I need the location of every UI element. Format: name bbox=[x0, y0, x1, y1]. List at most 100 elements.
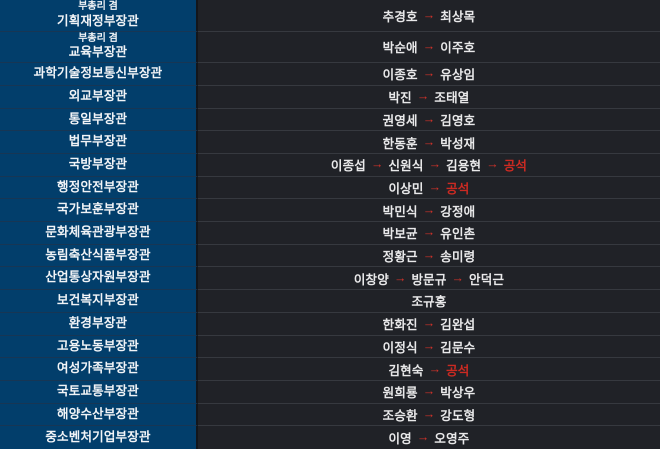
minister-name: 박순애 bbox=[382, 41, 418, 56]
minister-name: 박성재 bbox=[440, 136, 476, 151]
ministry-name: 보건복지부장관 bbox=[57, 293, 139, 308]
ministry-cell: 외교부장관 bbox=[0, 85, 198, 109]
table-row: 부총리 겸 교육부장관 박순애 → 이주호 bbox=[0, 31, 660, 64]
minister-name: 한동훈 bbox=[382, 136, 418, 151]
succession-cell: 추경호 → 최상목 bbox=[198, 0, 660, 32]
ministry-cell: 고용노동부장관 bbox=[0, 335, 198, 359]
minister-name: 박상우 bbox=[440, 386, 476, 401]
ministry-name: 법무부장관 bbox=[68, 134, 128, 149]
succession-cell: 이종호 → 유상임 bbox=[198, 63, 660, 86]
ministry-prefix: 부총리 겸 bbox=[78, 1, 118, 13]
vacant-label: 공석 bbox=[503, 159, 528, 174]
succession-cell: 김현숙 → 공석 bbox=[198, 358, 660, 381]
succession-cell: 이정식 → 김문수 bbox=[198, 335, 660, 359]
table-row: 환경부장관 한화진 → 김완섭 bbox=[0, 312, 660, 336]
ministry-cell: 여성가족부장관 bbox=[0, 358, 198, 381]
succession-cell: 한동훈 → 박성재 bbox=[198, 131, 660, 154]
succession-cell: 이종섭 → 신원식 → 김용현 → 공석 bbox=[198, 153, 660, 177]
table-row: 보건복지부장관 조규홍 bbox=[0, 290, 660, 313]
ministry-name: 기획재정부장관 bbox=[57, 13, 139, 28]
minister-name: 이종섭 bbox=[330, 159, 366, 174]
arrow-right-icon: → bbox=[422, 406, 436, 421]
arrow-right-icon: → bbox=[422, 66, 436, 81]
arrow-right-icon: → bbox=[422, 202, 436, 217]
table-row: 농림축산식품부장관 정황근 → 송미령 bbox=[0, 244, 660, 268]
succession-cell: 박순애 → 이주호 bbox=[198, 31, 660, 64]
minister-name: 김영호 bbox=[440, 113, 476, 128]
minister-name: 유인촌 bbox=[440, 227, 476, 242]
minister-name: 최상목 bbox=[440, 9, 476, 24]
minister-name: 한화진 bbox=[382, 318, 418, 333]
ministry-cell: 중소벤처기업부장관 bbox=[0, 426, 198, 449]
ministry-name: 외교부장관 bbox=[68, 88, 128, 103]
ministry-cell: 법무부장관 bbox=[0, 131, 198, 154]
minister-name: 이정식 bbox=[382, 340, 418, 355]
minister-name: 박민식 bbox=[382, 204, 418, 219]
table-row: 국방부장관 이종섭 → 신원식 → 김용현 → 공석 bbox=[0, 153, 660, 177]
arrow-right-icon: → bbox=[422, 225, 436, 240]
ministry-name: 행정안전부장관 bbox=[57, 179, 139, 194]
ministry-name: 문화체육관광부장관 bbox=[45, 225, 151, 240]
minister-name: 박보균 bbox=[382, 227, 418, 242]
arrow-right-icon: → bbox=[422, 134, 436, 149]
table-row: 부총리 겸 기획재정부장관 추경호 → 최상목 bbox=[0, 0, 660, 32]
arrow-right-icon: → bbox=[422, 384, 436, 399]
vacant-label: 공석 bbox=[446, 181, 470, 196]
arrow-right-icon: → bbox=[416, 430, 430, 445]
minister-name: 조규홍 bbox=[411, 295, 447, 310]
table-row: 과학기술정보통신부장관 이종호 → 유상임 bbox=[0, 63, 660, 86]
minister-name: 김문수 bbox=[440, 340, 476, 355]
ministry-cell: 부총리 겸 기획재정부장관 bbox=[0, 0, 198, 32]
minister-name: 추경호 bbox=[382, 9, 418, 24]
minister-name: 안덕근 bbox=[469, 272, 505, 287]
arrow-right-icon: → bbox=[422, 39, 436, 54]
table-row: 중소벤처기업부장관 이영 → 오영주 bbox=[0, 426, 660, 449]
succession-cell: 이영 → 오영주 bbox=[198, 426, 660, 449]
succession-cell: 권영세 → 김영호 bbox=[198, 108, 660, 132]
minister-name: 권영세 bbox=[382, 113, 418, 128]
ministry-cell: 환경부장관 bbox=[0, 312, 198, 336]
table-row: 문화체육관광부장관 박보균 → 유인촌 bbox=[0, 222, 660, 245]
minister-name: 신원식 bbox=[388, 159, 424, 174]
arrow-right-icon: → bbox=[422, 338, 436, 353]
ministry-prefix: 부총리 겸 bbox=[78, 32, 118, 44]
arrow-right-icon: → bbox=[451, 270, 465, 285]
minister-name: 이주호 bbox=[440, 41, 476, 56]
succession-cell: 한화진 → 김완섭 bbox=[198, 312, 660, 336]
minister-name: 이창양 bbox=[353, 272, 389, 287]
table-row: 국가보훈부장관 박민식 → 강정애 bbox=[0, 199, 660, 223]
ministry-cell: 보건복지부장관 bbox=[0, 290, 198, 313]
ministry-name: 교육부장관 bbox=[68, 45, 128, 60]
minister-name: 조태열 bbox=[434, 91, 470, 106]
ministry-name: 국토교통부장관 bbox=[57, 383, 139, 398]
ministry-cell: 국방부장관 bbox=[0, 153, 198, 177]
minister-name: 강도형 bbox=[440, 408, 476, 423]
succession-cell: 조규홍 bbox=[198, 290, 660, 313]
succession-cell: 원희룡 → 박상우 bbox=[198, 380, 660, 404]
ministry-name: 국가보훈부장관 bbox=[57, 202, 139, 217]
ministry-name: 과학기술정보통신부장관 bbox=[33, 66, 163, 81]
ministry-name: 중소벤처기업부장관 bbox=[45, 429, 151, 444]
ministry-name: 환경부장관 bbox=[68, 315, 128, 330]
minister-name: 원희룡 bbox=[382, 386, 418, 401]
table-row: 통일부장관 권영세 → 김영호 bbox=[0, 108, 660, 132]
ministry-name: 해양수산부장관 bbox=[57, 406, 139, 421]
ministry-cell: 국토교통부장관 bbox=[0, 380, 198, 404]
arrow-right-icon: → bbox=[422, 248, 436, 263]
ministry-cell: 과학기술정보통신부장관 bbox=[0, 63, 198, 86]
minister-name: 박진 bbox=[388, 91, 412, 106]
arrow-right-icon: → bbox=[422, 316, 436, 331]
table-row: 법무부장관 한동훈 → 박성재 bbox=[0, 131, 660, 154]
arrow-right-icon: → bbox=[428, 179, 442, 194]
table-row: 행정안전부장관 이상민 → 공석 bbox=[0, 176, 660, 200]
ministry-cell: 통일부장관 bbox=[0, 108, 198, 132]
table-row: 여성가족부장관 김현숙 → 공석 bbox=[0, 358, 660, 381]
succession-cell: 조승환 → 강도형 bbox=[198, 403, 660, 427]
succession-cell: 박민식 → 강정애 bbox=[198, 199, 660, 223]
ministry-cell: 문화체육관광부장관 bbox=[0, 222, 198, 245]
minister-name: 정황근 bbox=[382, 250, 418, 265]
ministry-cell: 해양수산부장관 bbox=[0, 403, 198, 427]
ministry-cell: 부총리 겸 교육부장관 bbox=[0, 31, 198, 64]
vacant-label: 공석 bbox=[446, 363, 470, 378]
